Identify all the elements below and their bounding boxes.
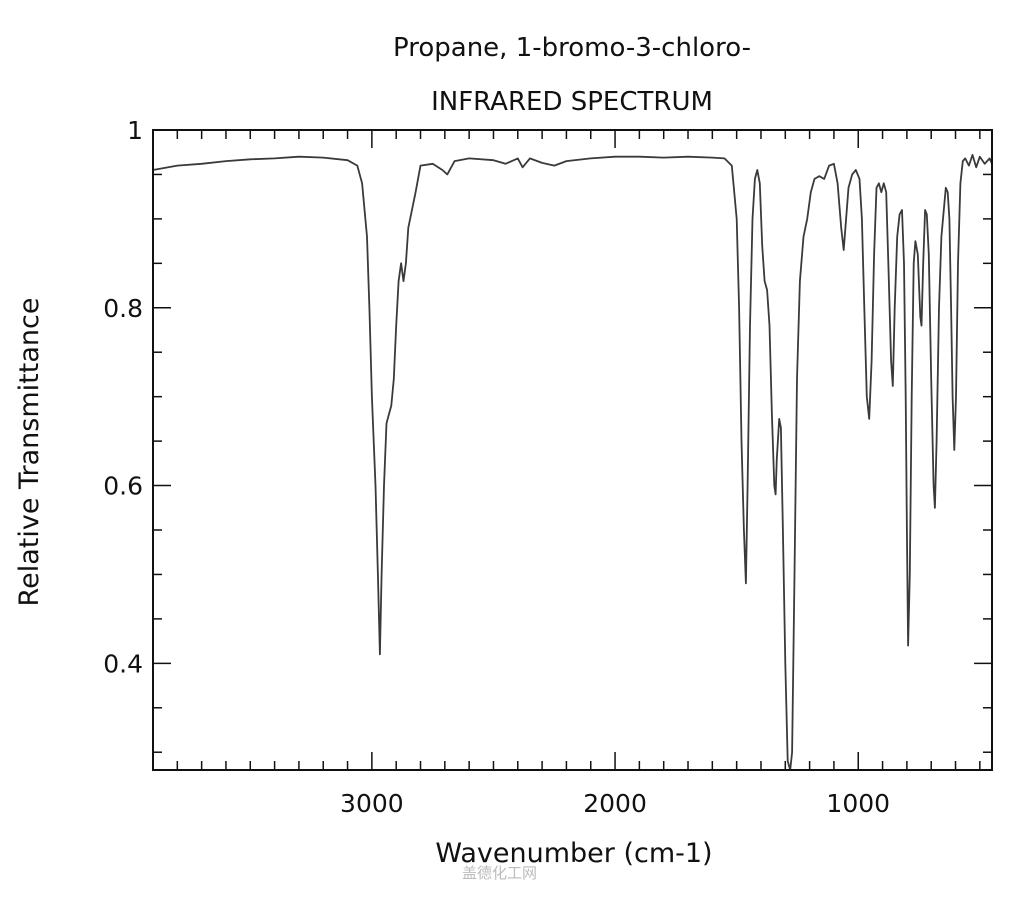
x-tick-label: 3000 — [340, 789, 404, 818]
y-tick-label: 0.4 — [103, 649, 143, 678]
x-tick-label: 2000 — [583, 789, 647, 818]
x-axis-label: Wavenumber (cm-1) — [435, 838, 712, 869]
spectrum-series-line — [152, 154, 993, 771]
watermark-text: 盖德化工网 — [462, 864, 538, 882]
axis-ticks — [152, 129, 992, 770]
y-tick-label: 0.6 — [103, 472, 143, 501]
tick-labels: 3000 2000 1000 1 0.8 0.6 0.4 — [103, 116, 890, 818]
y-tick-label: 0.8 — [103, 294, 143, 323]
chart-title: Propane, 1-bromo-3-chloro- — [393, 33, 751, 63]
x-tick-label: 1000 — [826, 789, 890, 818]
plot-frame — [152, 129, 993, 771]
chart-subtitle: INFRARED SPECTRUM — [431, 87, 713, 117]
y-tick-label: 1 — [127, 116, 143, 145]
y-axis-label: Relative Transmittance — [14, 298, 45, 607]
